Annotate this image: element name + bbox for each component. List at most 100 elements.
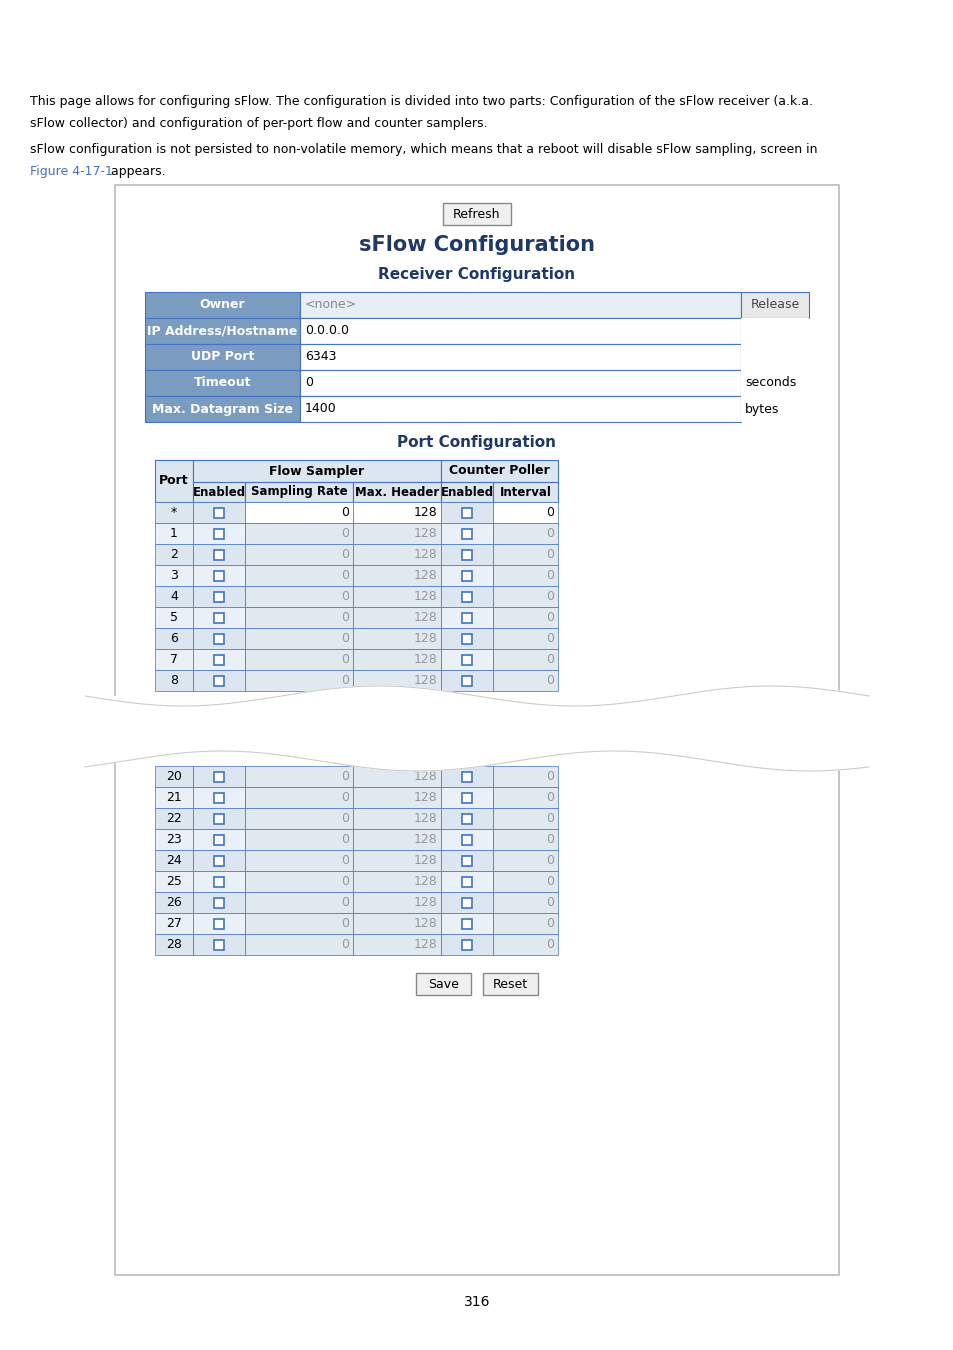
Text: 0: 0 bbox=[545, 875, 554, 888]
Bar bbox=[299, 292, 740, 319]
Bar bbox=[440, 628, 493, 649]
Bar bbox=[154, 787, 193, 809]
Bar bbox=[213, 792, 224, 802]
Bar bbox=[299, 396, 740, 423]
Text: 0: 0 bbox=[340, 526, 349, 540]
Text: 0: 0 bbox=[545, 632, 554, 645]
Bar bbox=[442, 202, 511, 225]
Text: Max. Datagram Size: Max. Datagram Size bbox=[152, 402, 293, 416]
Text: appears.: appears. bbox=[107, 165, 166, 178]
Text: Refresh: Refresh bbox=[453, 208, 500, 221]
Text: 6: 6 bbox=[170, 632, 178, 645]
Bar bbox=[213, 834, 224, 845]
Bar bbox=[461, 675, 472, 686]
Bar bbox=[213, 655, 224, 664]
Bar bbox=[440, 544, 493, 566]
Bar bbox=[461, 549, 472, 559]
Text: 128: 128 bbox=[413, 590, 436, 603]
Bar bbox=[493, 566, 558, 586]
Text: 0: 0 bbox=[545, 791, 554, 805]
Bar bbox=[213, 898, 224, 907]
Text: IP Address/Hostname: IP Address/Hostname bbox=[147, 324, 297, 338]
Text: 2: 2 bbox=[170, 548, 178, 562]
Bar bbox=[353, 829, 440, 850]
Text: 316: 316 bbox=[463, 1295, 490, 1309]
Bar bbox=[493, 608, 558, 628]
Text: 0: 0 bbox=[340, 938, 349, 950]
Bar bbox=[145, 370, 299, 396]
Bar bbox=[461, 856, 472, 865]
Text: 0: 0 bbox=[340, 548, 349, 562]
Bar bbox=[245, 892, 353, 913]
Bar bbox=[245, 544, 353, 566]
Bar bbox=[213, 918, 224, 929]
Bar bbox=[213, 591, 224, 602]
Bar bbox=[440, 934, 493, 954]
Bar bbox=[440, 850, 493, 871]
Text: 24: 24 bbox=[166, 855, 182, 867]
Text: 21: 21 bbox=[166, 791, 182, 805]
Bar bbox=[245, 934, 353, 954]
Bar bbox=[416, 973, 471, 995]
Text: Owner: Owner bbox=[199, 298, 245, 312]
Text: 0: 0 bbox=[340, 875, 349, 888]
Text: Receiver Configuration: Receiver Configuration bbox=[378, 267, 575, 282]
Bar bbox=[461, 528, 472, 539]
Bar bbox=[461, 771, 472, 782]
Text: 3: 3 bbox=[170, 568, 178, 582]
Bar bbox=[461, 613, 472, 622]
Text: 0: 0 bbox=[340, 896, 349, 909]
Text: 0: 0 bbox=[545, 548, 554, 562]
Text: Timeout: Timeout bbox=[193, 377, 251, 390]
Text: 128: 128 bbox=[413, 833, 436, 846]
Text: Port: Port bbox=[159, 474, 189, 487]
Bar bbox=[440, 608, 493, 628]
Bar bbox=[193, 566, 245, 586]
Bar bbox=[213, 528, 224, 539]
Bar bbox=[145, 396, 299, 423]
Bar bbox=[193, 670, 245, 691]
Bar bbox=[353, 628, 440, 649]
Bar bbox=[213, 571, 224, 580]
Bar bbox=[213, 940, 224, 949]
Text: Enabled: Enabled bbox=[440, 486, 493, 498]
Text: 4: 4 bbox=[170, 590, 178, 603]
Bar bbox=[245, 608, 353, 628]
Text: 0: 0 bbox=[545, 833, 554, 846]
Bar bbox=[493, 850, 558, 871]
Bar bbox=[353, 608, 440, 628]
Bar bbox=[353, 787, 440, 809]
Text: sFlow Configuration: sFlow Configuration bbox=[358, 235, 595, 255]
Text: 0: 0 bbox=[545, 526, 554, 540]
Text: <none>: <none> bbox=[305, 298, 356, 312]
Text: Release: Release bbox=[750, 298, 799, 312]
Bar bbox=[193, 829, 245, 850]
Bar bbox=[461, 940, 472, 949]
Bar bbox=[213, 856, 224, 865]
Bar bbox=[461, 876, 472, 887]
Bar bbox=[154, 765, 193, 787]
Bar bbox=[353, 913, 440, 934]
Bar bbox=[213, 508, 224, 517]
Bar bbox=[154, 608, 193, 628]
Text: 128: 128 bbox=[413, 674, 436, 687]
Bar bbox=[440, 829, 493, 850]
Text: 0: 0 bbox=[340, 653, 349, 666]
Bar bbox=[213, 633, 224, 644]
Bar bbox=[740, 319, 808, 344]
Bar bbox=[493, 628, 558, 649]
Text: 0: 0 bbox=[545, 653, 554, 666]
Bar bbox=[193, 892, 245, 913]
Bar bbox=[461, 508, 472, 517]
Bar bbox=[493, 809, 558, 829]
Bar bbox=[493, 765, 558, 787]
Text: 0: 0 bbox=[305, 377, 313, 390]
Text: bytes: bytes bbox=[744, 402, 779, 416]
Text: 128: 128 bbox=[413, 568, 436, 582]
Bar bbox=[245, 628, 353, 649]
Bar bbox=[213, 771, 224, 782]
Text: Figure 4-17-1: Figure 4-17-1 bbox=[30, 165, 112, 178]
Bar bbox=[245, 522, 353, 544]
Bar bbox=[440, 913, 493, 934]
Text: 0: 0 bbox=[545, 590, 554, 603]
